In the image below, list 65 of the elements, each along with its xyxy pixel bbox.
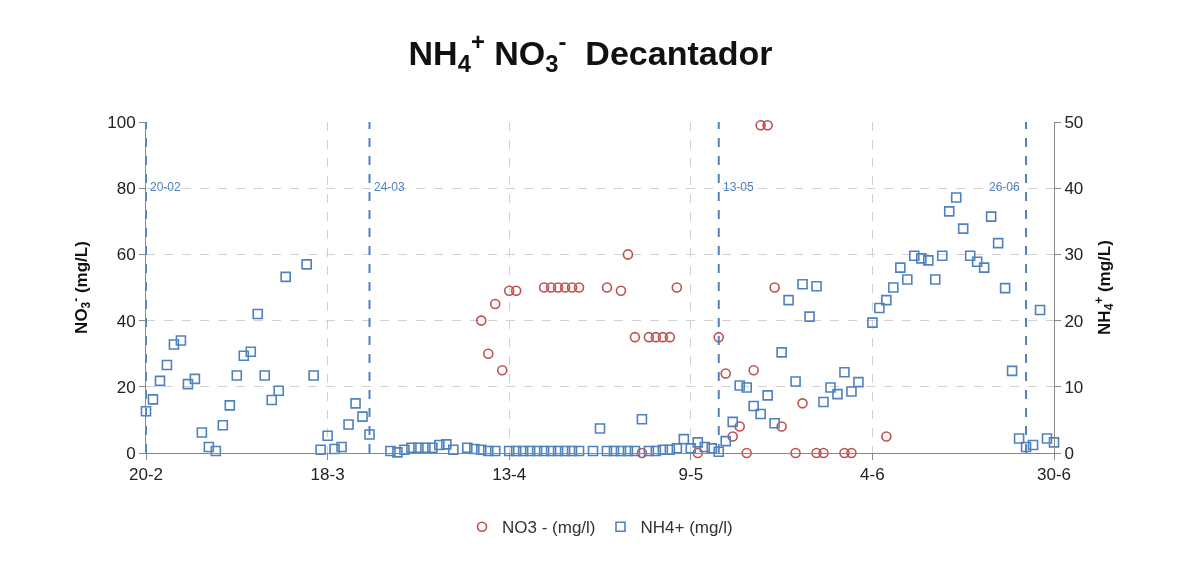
y-tick-label: 60 bbox=[116, 245, 136, 265]
legend-label: NO3 - (mg/l) bbox=[502, 518, 596, 538]
point bbox=[881, 431, 892, 442]
point bbox=[510, 285, 522, 297]
x-tick-label: 18-3 bbox=[310, 465, 345, 485]
y2-tick-label: 50 bbox=[1064, 112, 1084, 132]
point bbox=[776, 421, 787, 432]
ref-line-label: 24-03 bbox=[374, 180, 406, 194]
y-tick-label: 100 bbox=[107, 112, 136, 132]
point bbox=[475, 315, 487, 326]
point bbox=[636, 447, 648, 459]
point bbox=[664, 331, 676, 343]
point bbox=[839, 447, 850, 459]
point bbox=[797, 398, 808, 409]
y2-tick-label: 20 bbox=[1064, 311, 1084, 331]
point bbox=[818, 447, 829, 459]
point bbox=[769, 282, 780, 293]
point bbox=[622, 249, 634, 260]
point bbox=[489, 298, 501, 310]
y-tick-label: 40 bbox=[116, 311, 136, 331]
point bbox=[503, 285, 515, 297]
point bbox=[762, 120, 773, 131]
y2-tick-label: 10 bbox=[1064, 377, 1084, 397]
ref-line-label: 26-06 bbox=[989, 180, 1021, 194]
legend-label: NH4+ (mg/l) bbox=[640, 518, 733, 538]
point bbox=[559, 282, 571, 293]
y-tick-label: 0 bbox=[126, 443, 136, 463]
point bbox=[657, 331, 669, 343]
point bbox=[545, 282, 557, 293]
point bbox=[566, 282, 578, 293]
y2-tick-label: 30 bbox=[1064, 245, 1084, 265]
point bbox=[552, 282, 564, 293]
ref-line-label: 20-02 bbox=[150, 180, 182, 194]
x-tick-label: 30-6 bbox=[1036, 465, 1072, 485]
x-tick-label: 9-5 bbox=[678, 465, 704, 485]
x-tick-label: 4-6 bbox=[860, 465, 885, 485]
point bbox=[755, 120, 766, 131]
point bbox=[811, 447, 822, 459]
point bbox=[482, 348, 494, 359]
point bbox=[846, 447, 857, 459]
point bbox=[538, 282, 550, 293]
point bbox=[692, 447, 704, 459]
point bbox=[734, 421, 745, 432]
y2-tick-label: 40 bbox=[1064, 179, 1084, 199]
y-tick-label: 20 bbox=[116, 377, 136, 397]
point bbox=[650, 331, 662, 343]
x-tick-label: 13-4 bbox=[492, 465, 527, 485]
point bbox=[741, 447, 752, 459]
y-tick-label: 80 bbox=[116, 179, 136, 199]
chart-title: NH$_{4}$$^{+}$ NO$_{3}$$^{-}$ Decantador bbox=[408, 28, 773, 77]
point bbox=[790, 447, 801, 459]
point bbox=[727, 431, 739, 442]
point bbox=[713, 331, 725, 343]
point bbox=[643, 331, 655, 343]
point bbox=[615, 285, 627, 297]
x-tick-label: 20-2 bbox=[128, 465, 164, 485]
point bbox=[629, 331, 641, 343]
point bbox=[671, 282, 683, 293]
point bbox=[496, 364, 508, 376]
ref-line-label: 13-05 bbox=[723, 180, 755, 194]
point bbox=[601, 282, 613, 293]
y2-tick-label: 0 bbox=[1064, 443, 1074, 463]
point bbox=[748, 364, 759, 376]
point bbox=[573, 282, 585, 293]
point bbox=[720, 368, 732, 379]
